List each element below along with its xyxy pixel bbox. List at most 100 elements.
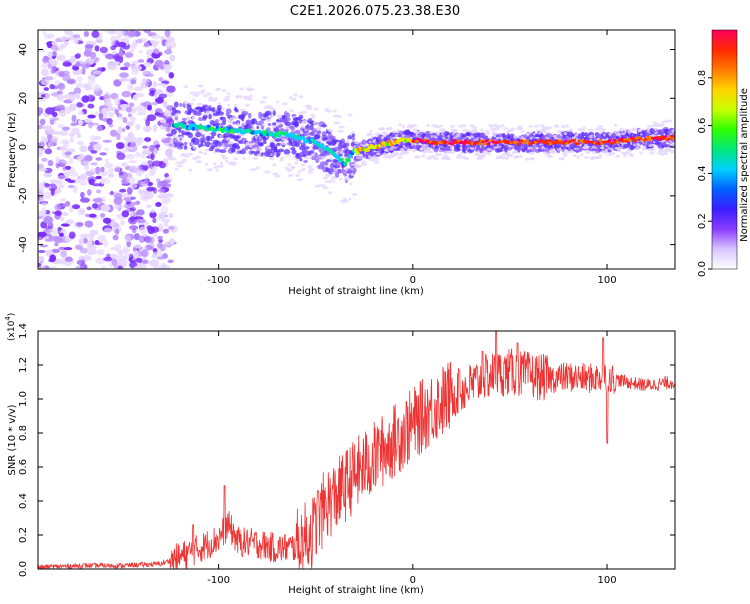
spectrogram-cell: [109, 190, 114, 196]
spectrogram-cell: [235, 108, 239, 113]
spectrogram-cell: [64, 151, 72, 155]
spectrogram-cell: [48, 183, 57, 192]
spectrogram-cell: [100, 166, 105, 173]
spectrogram-cell: [416, 155, 421, 159]
spectrogram-cell: [57, 83, 64, 89]
spectrogram-cell: [177, 136, 185, 140]
spectrogram-cell: [301, 163, 306, 167]
spectrogram-cell: [38, 124, 44, 130]
spectrogram-cell: [60, 250, 67, 258]
spectrogram-cell: [127, 113, 133, 118]
spectrogram-cell: [128, 182, 138, 189]
spectrogram-cell: [602, 136, 608, 140]
spectrogram-cell: [598, 139, 603, 142]
spectrogram-cell: [110, 40, 115, 46]
spectrogram-cell: [64, 106, 72, 114]
snr-ylabel: SNR (10 * v/v): [7, 404, 18, 475]
spectrogram-cell: [169, 54, 176, 62]
spectrogram-cell: [221, 118, 227, 122]
spectrogram-cell: [42, 125, 53, 131]
spectrogram-cell: [56, 94, 65, 101]
spectrogram-cell: [462, 142, 467, 146]
spectrogram-cell: [60, 36, 69, 41]
spectrogram-cell: [341, 168, 345, 175]
spectrogram-cell: [192, 93, 200, 97]
spectrogram-cell: [187, 152, 193, 156]
spectrogram-cell: [57, 123, 64, 129]
spectrogram-cell: [137, 189, 143, 195]
spectrogram-ylabel: Frequency (Hz): [7, 112, 18, 188]
spectrogram-cell: [533, 124, 540, 128]
spectrogram-cell: [545, 152, 551, 156]
spectrogram-cell: [90, 134, 96, 143]
spectrogram-cell: [594, 127, 602, 131]
spectrogram-cell: [301, 110, 308, 114]
spectrogram-cell: [201, 133, 205, 140]
spectrogram-cell: [188, 108, 195, 113]
spectrogram-cell: [139, 81, 149, 89]
spectrogram-cell: [189, 123, 194, 128]
spectrogram-cell: [332, 109, 337, 113]
spectrogram-cell: [40, 79, 50, 86]
spectrogram-cell: [72, 185, 78, 194]
spectrogram-cell: [349, 182, 353, 186]
spectrogram-cell: [166, 85, 176, 93]
spectrogram-cell: [110, 45, 116, 51]
spectrogram-cell: [131, 228, 137, 234]
spectrogram-cell: [308, 117, 313, 122]
spectrogram-cell: [397, 134, 403, 138]
spectrogram-cell: [87, 103, 95, 109]
spectrogram-cell: [119, 72, 129, 78]
snr-xlabel: Height of straight line (km): [288, 585, 424, 596]
spectrogram-ytick-label: 0: [18, 144, 29, 150]
spectrogram-cell: [103, 177, 111, 184]
spectrogram-cell: [291, 97, 297, 101]
spectrogram-cell: [163, 110, 172, 117]
spectrogram-cell: [500, 156, 507, 160]
spectrogram-cell: [171, 41, 177, 49]
spectrogram-cell: [339, 157, 344, 162]
spectrogram-cell: [84, 118, 93, 124]
spectrogram-cell: [486, 152, 491, 156]
spectrogram-cell: [41, 57, 50, 64]
spectrogram-cell: [347, 113, 353, 117]
spectrogram-cell: [174, 112, 180, 116]
spectrogram-cell: [308, 168, 315, 172]
spectrogram-cell: [41, 68, 49, 77]
spectrogram-cell: [671, 137, 675, 141]
spectrogram-cell: [203, 94, 208, 98]
spectrogram-cell: [241, 115, 245, 122]
spectrogram-cell: [155, 144, 161, 148]
spectrogram-cell: [127, 30, 137, 37]
spectrogram-cell: [216, 122, 221, 126]
spectrogram-cell: [500, 124, 505, 128]
spectrogram-cell: [511, 127, 515, 131]
spectrogram-cell: [258, 142, 264, 147]
spectrogram-cell: [647, 124, 652, 128]
spectrogram-cell: [113, 196, 123, 205]
spectrogram-cell: [151, 254, 158, 259]
spectrogram-cell: [109, 92, 118, 100]
spectrogram-cell: [62, 126, 70, 131]
spectrogram-cell: [433, 157, 439, 160]
spectrogram-cell: [276, 142, 282, 147]
spectrogram-cell: [87, 74, 96, 81]
spectrogram-cell: [333, 159, 339, 163]
spectrogram-cell: [486, 142, 491, 146]
spectrogram-cell: [51, 235, 62, 241]
spectrogram-cell: [208, 96, 214, 100]
spectrogram-cell: [129, 225, 139, 230]
spectrogram-cell: [217, 102, 222, 106]
spectrogram-cell: [648, 144, 653, 148]
spectrogram-cell: [129, 212, 134, 216]
spectrogram-cell: [146, 186, 156, 192]
spectrogram-cell: [130, 142, 136, 148]
spectrogram-cell: [136, 112, 146, 116]
spectrogram-cell: [76, 132, 81, 138]
spectrogram-ytick-label: 40: [18, 43, 29, 56]
spectrogram-cell: [461, 134, 467, 138]
spectrogram-cell: [95, 157, 103, 161]
spectrogram-cell: [449, 150, 456, 154]
spectrogram-cell: [84, 85, 93, 91]
spectrogram-cell: [136, 137, 142, 144]
